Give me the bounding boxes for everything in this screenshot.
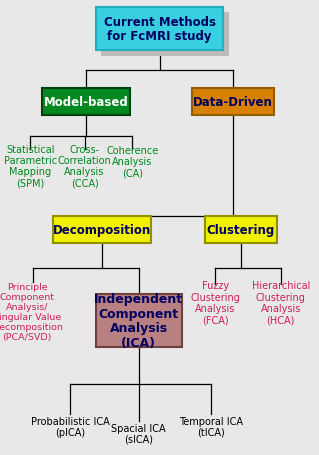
Text: Principle
Component
Analysis/
Singular Value
Decomposition
(PCA/SVD): Principle Component Analysis/ Singular V…	[0, 282, 63, 341]
Text: Probabilistic ICA
(pICA): Probabilistic ICA (pICA)	[31, 416, 109, 437]
FancyBboxPatch shape	[192, 89, 274, 116]
FancyBboxPatch shape	[205, 217, 277, 243]
Text: Model-based: Model-based	[44, 96, 129, 109]
Text: Coherence
Analysis
(CA): Coherence Analysis (CA)	[106, 145, 159, 178]
FancyBboxPatch shape	[96, 8, 223, 51]
Text: Spacial ICA
(sICA): Spacial ICA (sICA)	[111, 423, 166, 444]
Text: Fuzzy
Clustering
Analysis
(FCA): Fuzzy Clustering Analysis (FCA)	[190, 281, 240, 324]
Text: Hierarchical
Clustering
Analysis
(HCA): Hierarchical Clustering Analysis (HCA)	[252, 281, 310, 324]
FancyBboxPatch shape	[54, 217, 151, 243]
Text: Current Methods
for FcMRI study: Current Methods for FcMRI study	[103, 16, 216, 43]
Text: Clustering: Clustering	[207, 223, 275, 236]
Text: Statistical
Parametric
Mapping
(SPM): Statistical Parametric Mapping (SPM)	[4, 144, 57, 188]
FancyBboxPatch shape	[101, 13, 229, 56]
FancyBboxPatch shape	[96, 295, 182, 347]
Text: Cross-
Correlation
Analysis
(CCA): Cross- Correlation Analysis (CCA)	[58, 144, 111, 188]
Text: Independent
Component
Analysis
(ICA): Independent Component Analysis (ICA)	[94, 293, 183, 349]
Text: Decomposition: Decomposition	[53, 223, 151, 236]
Text: Temporal ICA
(tICA): Temporal ICA (tICA)	[179, 416, 242, 437]
Text: Data-Driven: Data-Driven	[193, 96, 273, 109]
FancyBboxPatch shape	[42, 89, 130, 116]
